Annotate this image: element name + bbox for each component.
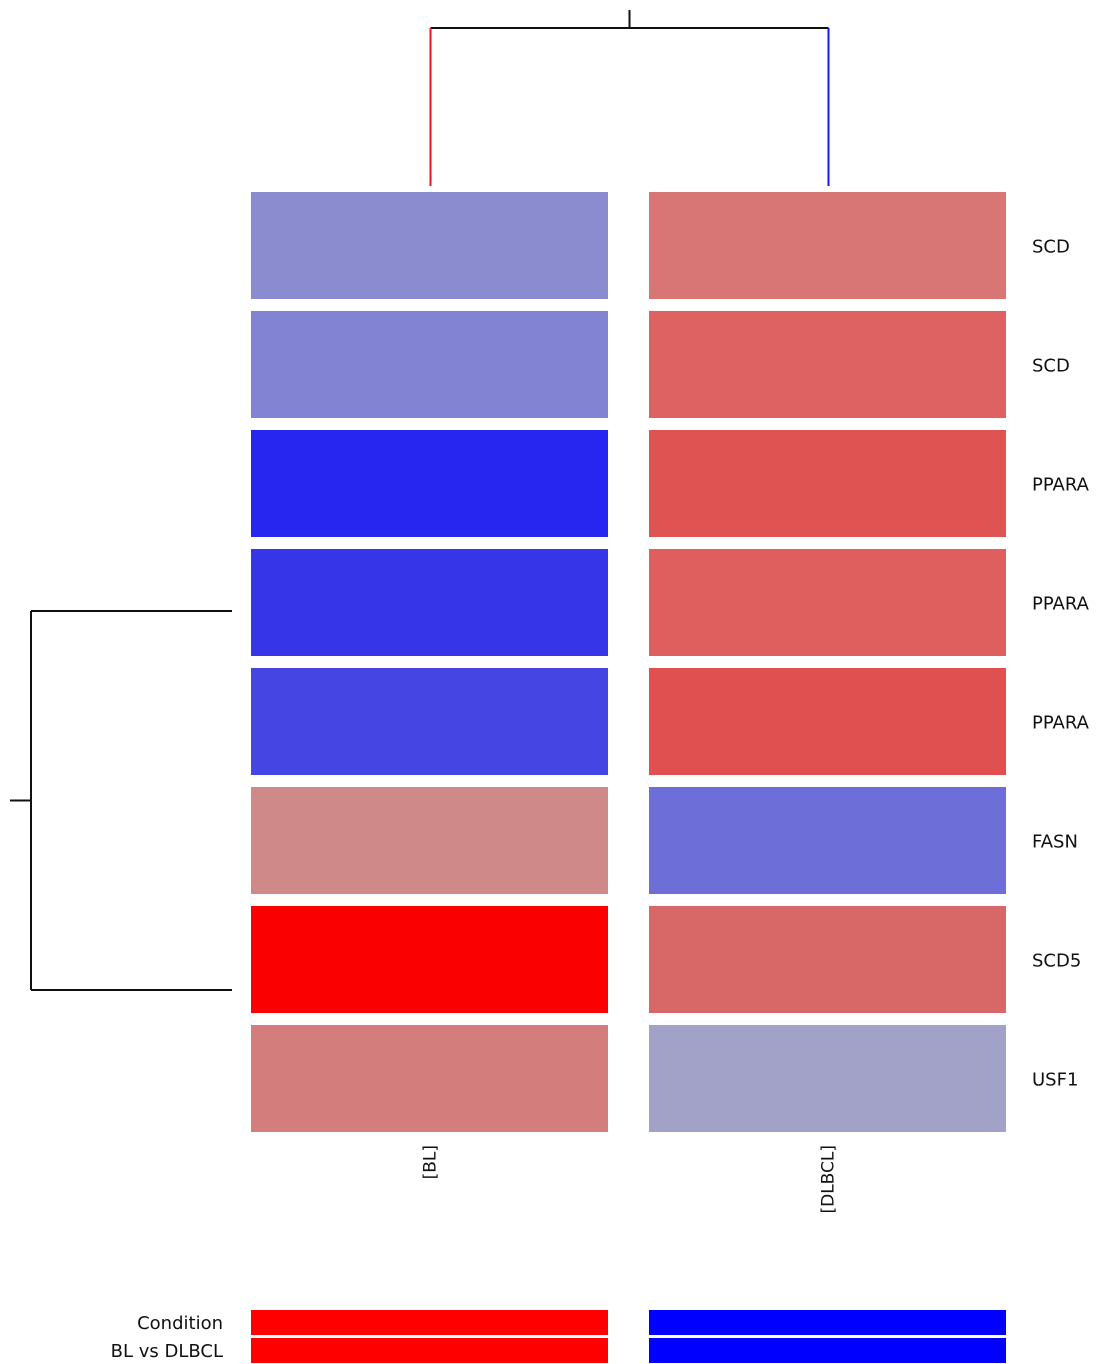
column-label: [BL] — [421, 1145, 441, 1179]
heatmap-cell — [649, 1025, 1006, 1132]
heatmap-cell — [251, 430, 608, 537]
heatmap-cell — [649, 192, 1006, 299]
annotation-bar-condition — [251, 1310, 608, 1335]
heatmap-cell — [649, 430, 1006, 537]
column-dendrogram — [429, 10, 830, 186]
row-labels: SCD SCD PPARA PPARA PPARA FASN SCD5 USF1 — [1032, 237, 1090, 1091]
row-label: USF1 — [1032, 1070, 1078, 1091]
heatmap-cell — [251, 549, 608, 656]
row-label: PPARA — [1032, 594, 1090, 615]
heatmap-cell — [649, 787, 1006, 894]
annotation-bar-comparison — [251, 1338, 608, 1363]
heatmap-cell — [251, 787, 608, 894]
heatmap-cell — [649, 668, 1006, 775]
column-labels: [BL] [DLBCL] — [421, 1145, 839, 1214]
annotation-label-comparison: BL vs DLBCL — [111, 1341, 223, 1362]
annotation-bar-condition — [649, 1310, 1006, 1335]
row-label: PPARA — [1032, 475, 1090, 496]
heatmap-cell — [251, 192, 608, 299]
row-label: SCD5 — [1032, 951, 1081, 972]
heatmap-cell — [649, 549, 1006, 656]
heatmap-cell — [251, 906, 608, 1013]
row-label: SCD — [1032, 356, 1070, 377]
row-label: FASN — [1032, 832, 1078, 853]
heatmap-cell — [649, 311, 1006, 418]
heatmap-cell — [251, 1025, 608, 1132]
heatmap-cell — [251, 668, 608, 775]
row-dendrogram — [10, 610, 232, 991]
row-label: PPARA — [1032, 713, 1090, 734]
annotation-label-condition: Condition — [137, 1313, 223, 1334]
condition-annotation: Condition BL vs DLBCL — [111, 1310, 1006, 1363]
heatmap-cells — [251, 192, 1006, 1132]
heatmap-cell — [649, 906, 1006, 1013]
annotation-bar-comparison — [649, 1338, 1006, 1363]
column-label: [DLBCL] — [819, 1145, 839, 1214]
heatmap-cell — [251, 311, 608, 418]
row-label: SCD — [1032, 237, 1070, 258]
